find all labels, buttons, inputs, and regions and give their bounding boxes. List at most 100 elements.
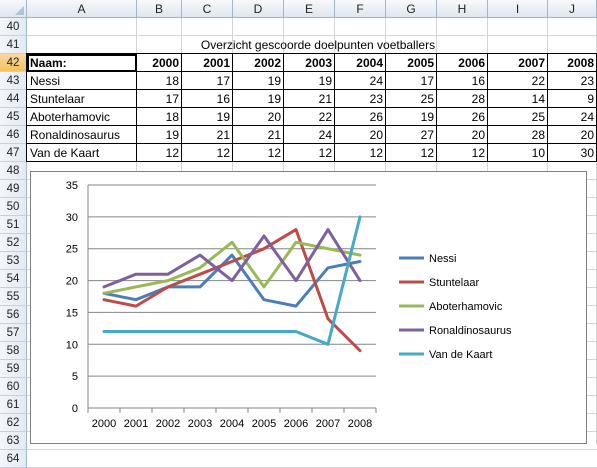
row-header-44[interactable]: 44 (0, 90, 27, 108)
goals-cell[interactable]: 12 (165, 146, 179, 160)
row-header-40[interactable]: 40 (0, 18, 27, 36)
goals-cell[interactable]: 20 (369, 128, 383, 142)
row-header-57[interactable]: 57 (0, 324, 27, 342)
goals-cell[interactable]: 12 (471, 146, 485, 160)
goals-cell[interactable]: 21 (318, 92, 332, 106)
row-header-52[interactable]: 52 (0, 234, 27, 252)
player-name-cell[interactable]: Stuntelaar (30, 92, 85, 106)
goals-cell[interactable]: 19 (318, 74, 332, 88)
goals-cell[interactable]: 22 (531, 74, 545, 88)
year-header-2005[interactable]: 2005 (407, 56, 434, 70)
column-header-i[interactable]: I (488, 0, 548, 18)
table-title[interactable]: Overzicht gescoorde doelpunten voetballe… (200, 38, 436, 52)
select-all-corner[interactable] (0, 0, 27, 18)
goals-cell[interactable]: 21 (267, 128, 281, 142)
goals-cell[interactable]: 25 (420, 92, 434, 106)
row-header-61[interactable]: 61 (0, 396, 27, 414)
column-header-d[interactable]: D (233, 0, 284, 18)
row-header-58[interactable]: 58 (0, 342, 27, 360)
goals-cell[interactable]: 23 (369, 92, 383, 106)
table-border-vertical (487, 53, 488, 162)
goals-cell[interactable]: 28 (471, 92, 485, 106)
goals-cell[interactable]: 12 (267, 146, 281, 160)
row-header-42[interactable]: 42 (0, 54, 27, 72)
row-header-56[interactable]: 56 (0, 306, 27, 324)
row-header-54[interactable]: 54 (0, 270, 27, 288)
goals-cell[interactable]: 26 (369, 110, 383, 124)
row-header-45[interactable]: 45 (0, 108, 27, 126)
year-header-2006[interactable]: 2006 (458, 56, 485, 70)
player-name-cell[interactable]: Van de Kaart (30, 146, 100, 160)
year-header-2002[interactable]: 2002 (254, 56, 281, 70)
column-header-e[interactable]: E (284, 0, 335, 18)
goals-cell[interactable]: 21 (216, 128, 230, 142)
column-header-j[interactable]: J (548, 0, 597, 18)
row-header-51[interactable]: 51 (0, 216, 27, 234)
goals-cell[interactable]: 17 (165, 92, 179, 106)
goals-cell[interactable]: 16 (216, 92, 230, 106)
row-header-49[interactable]: 49 (0, 180, 27, 198)
year-header-2008[interactable]: 2008 (567, 56, 594, 70)
goals-cell[interactable]: 20 (580, 128, 594, 142)
goals-cell[interactable]: 17 (420, 74, 434, 88)
goals-cell[interactable]: 17 (216, 74, 230, 88)
row-header-50[interactable]: 50 (0, 198, 27, 216)
goals-cell[interactable]: 25 (531, 110, 545, 124)
column-header-f[interactable]: F (335, 0, 386, 18)
goals-cell[interactable]: 20 (471, 128, 485, 142)
goals-cell[interactable]: 19 (267, 74, 281, 88)
goals-cell[interactable]: 12 (318, 146, 332, 160)
row-header-46[interactable]: 46 (0, 126, 27, 144)
goals-cell[interactable]: 14 (531, 92, 545, 106)
row-header-41[interactable]: 41 (0, 36, 27, 54)
goals-cell[interactable]: 16 (471, 74, 485, 88)
row-header-48[interactable]: 48 (0, 162, 27, 180)
goals-cell[interactable]: 18 (165, 74, 179, 88)
year-header-2004[interactable]: 2004 (356, 56, 383, 70)
goals-cell[interactable]: 12 (420, 146, 434, 160)
column-header-h[interactable]: H (437, 0, 488, 18)
row-header-47[interactable]: 47 (0, 144, 27, 162)
header-name-label[interactable]: Naam: (30, 56, 67, 70)
goals-cell[interactable]: 26 (471, 110, 485, 124)
goals-cell[interactable]: 27 (420, 128, 434, 142)
goals-cell[interactable]: 19 (216, 110, 230, 124)
goals-cell[interactable]: 24 (318, 128, 332, 142)
year-header-2007[interactable]: 2007 (518, 56, 545, 70)
player-name-cell[interactable]: Ronaldinosaurus (30, 128, 121, 142)
goals-cell[interactable]: 20 (267, 110, 281, 124)
goals-cell[interactable]: 12 (216, 146, 230, 160)
row-header-62[interactable]: 62 (0, 414, 27, 432)
goals-cell[interactable]: 9 (587, 92, 594, 106)
year-header-2000[interactable]: 2000 (152, 56, 179, 70)
goals-cell[interactable]: 10 (531, 146, 545, 160)
column-header-b[interactable]: B (137, 0, 182, 18)
row-header-53[interactable]: 53 (0, 252, 27, 270)
goals-cell[interactable]: 19 (165, 128, 179, 142)
goals-cell[interactable]: 22 (318, 110, 332, 124)
column-header-a[interactable]: A (27, 0, 137, 18)
goals-cell[interactable]: 30 (580, 146, 594, 160)
row-header-59[interactable]: 59 (0, 360, 27, 378)
row-header-55[interactable]: 55 (0, 288, 27, 306)
goals-cell[interactable]: 28 (531, 128, 545, 142)
row-header-43[interactable]: 43 (0, 72, 27, 90)
year-header-2003[interactable]: 2003 (305, 56, 332, 70)
goals-cell[interactable]: 24 (580, 110, 594, 124)
row-header-60[interactable]: 60 (0, 378, 27, 396)
goals-cell[interactable]: 23 (580, 74, 594, 88)
column-header-g[interactable]: G (386, 0, 437, 18)
goals-cell[interactable]: 12 (369, 146, 383, 160)
player-name-cell[interactable]: Aboterhamovic (30, 110, 111, 124)
goals-cell[interactable]: 18 (165, 110, 179, 124)
goals-cell[interactable]: 19 (420, 110, 434, 124)
line-chart[interactable]: 0 5 10 15 20 25 30 35 2000 2001 2002 2003 2004 2005 20… (30, 171, 587, 444)
column-header-c[interactable]: C (182, 0, 233, 18)
goals-cell[interactable]: 19 (267, 92, 281, 106)
player-name-cell[interactable]: Nessi (30, 74, 61, 88)
year-header-2001[interactable]: 2001 (203, 56, 230, 70)
row-header-63[interactable]: 63 (0, 432, 27, 450)
goals-cell[interactable]: 24 (369, 74, 383, 88)
row-header-64[interactable]: 64 (0, 450, 27, 468)
